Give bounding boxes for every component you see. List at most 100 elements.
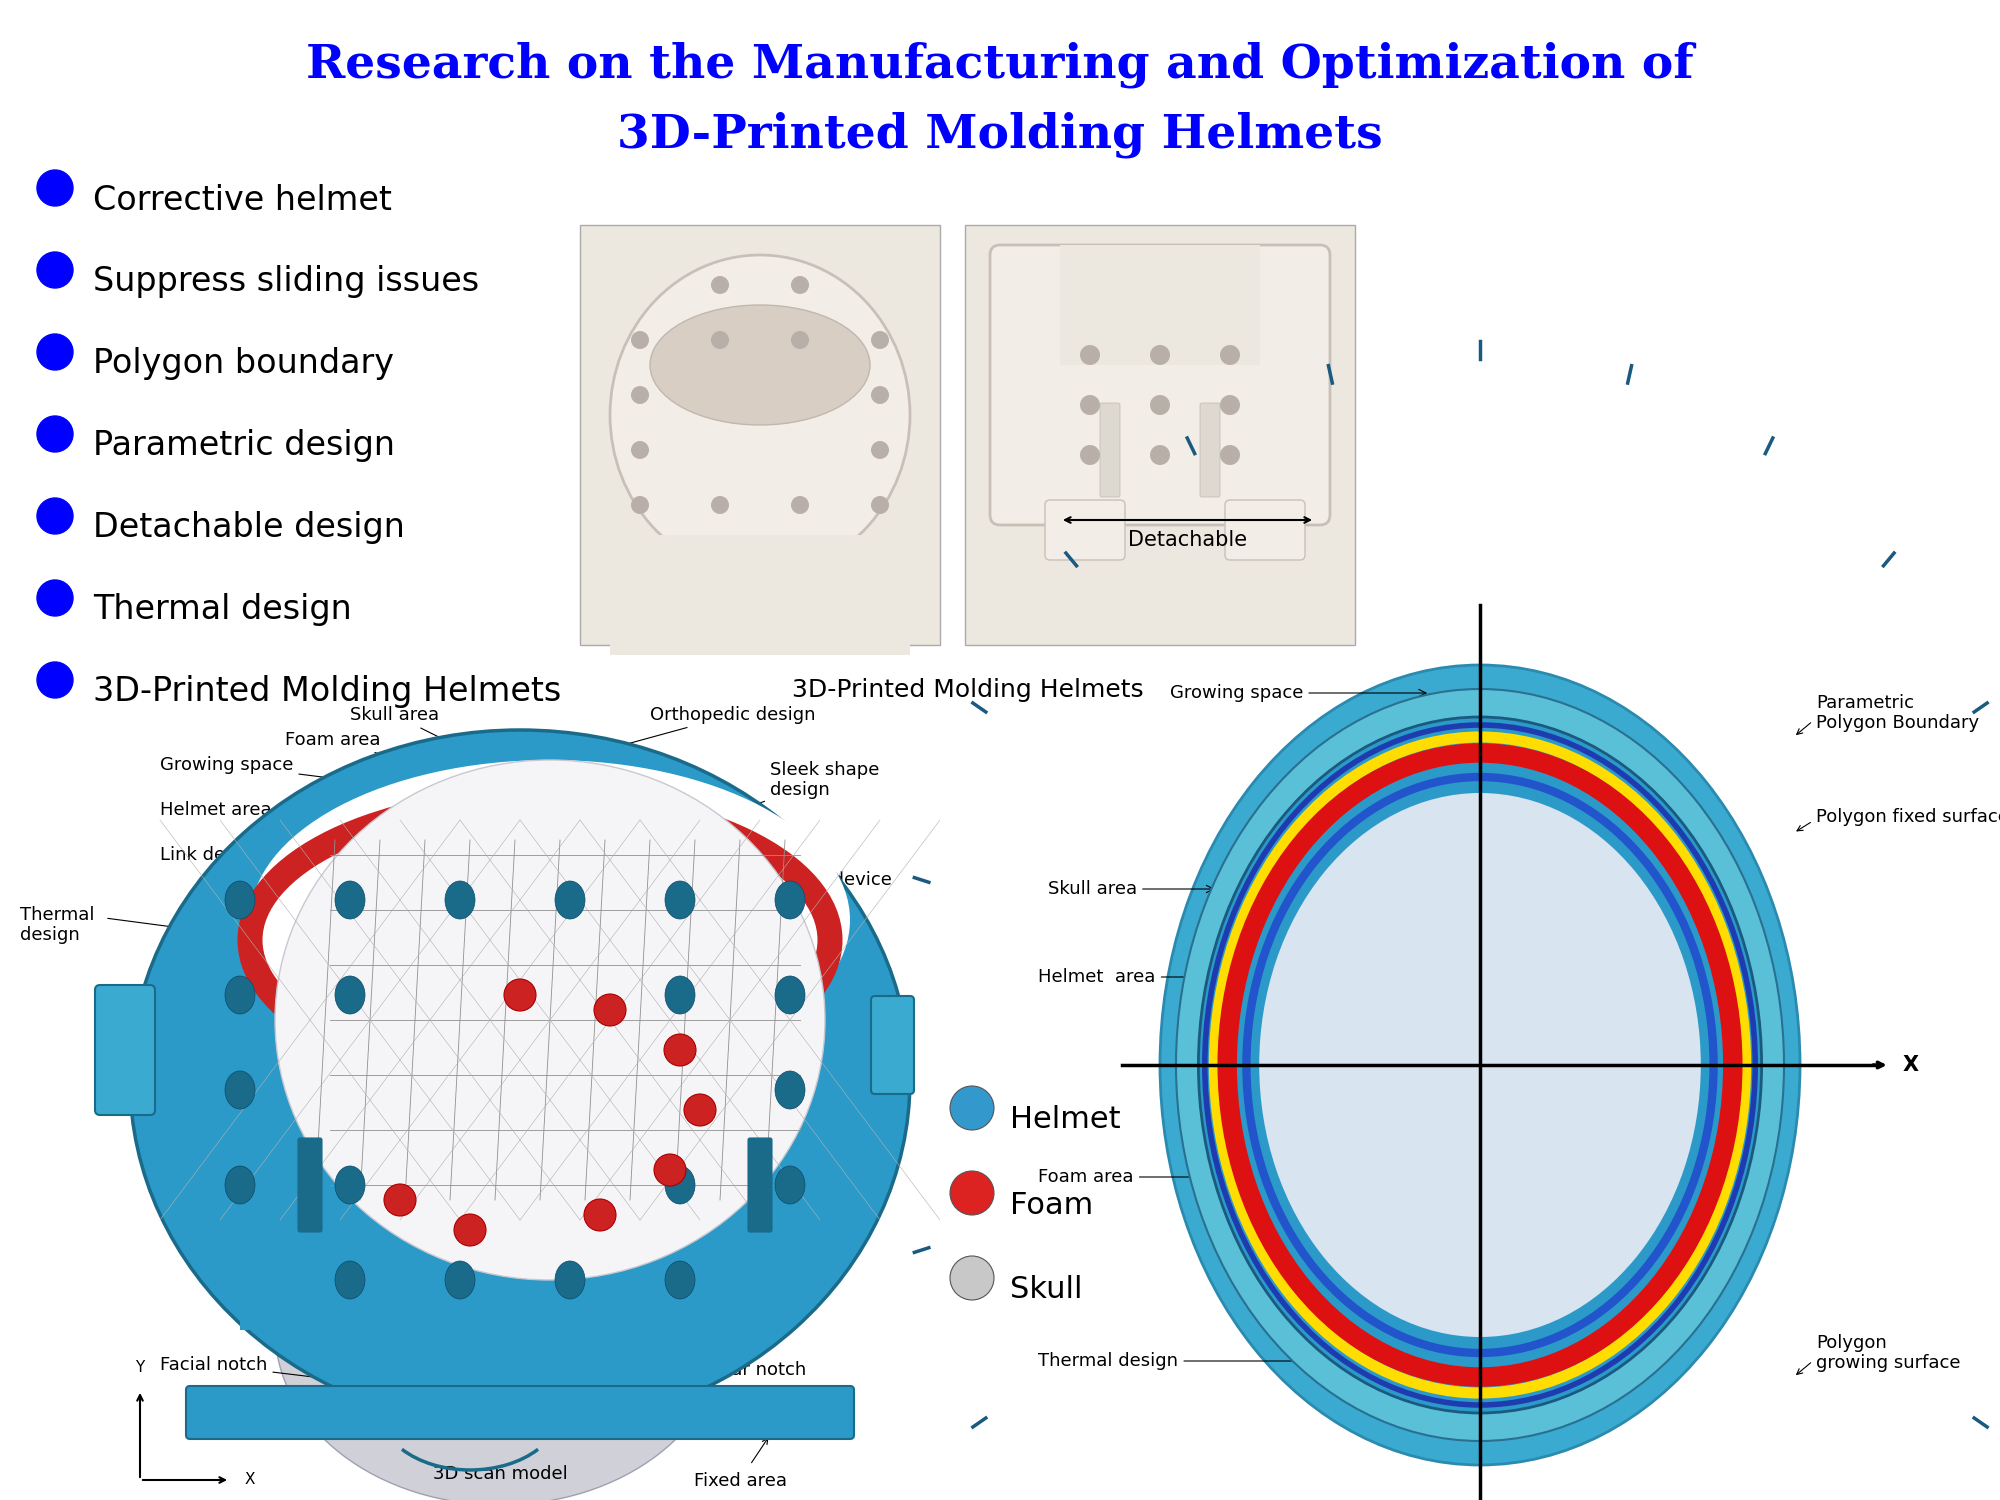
Text: Suppress sliding issues: Suppress sliding issues [92, 266, 480, 298]
FancyBboxPatch shape [1224, 500, 1304, 560]
Text: Polygon fixed surface: Polygon fixed surface [1816, 808, 2000, 826]
Ellipse shape [1260, 794, 1700, 1336]
Circle shape [38, 662, 72, 698]
Text: Polygon
growing surface: Polygon growing surface [1816, 1334, 1960, 1372]
Ellipse shape [226, 880, 256, 920]
Ellipse shape [336, 976, 366, 1014]
Circle shape [950, 1172, 994, 1215]
Circle shape [710, 496, 728, 514]
Circle shape [38, 580, 72, 616]
Circle shape [950, 1086, 994, 1130]
Ellipse shape [130, 730, 910, 1430]
Text: Parametric design: Parametric design [92, 429, 396, 462]
Circle shape [632, 441, 648, 459]
Text: X: X [246, 1473, 256, 1488]
Circle shape [872, 386, 890, 404]
Text: Detachable design: Detachable design [92, 512, 404, 544]
Text: Polygon boundary: Polygon boundary [92, 348, 394, 381]
FancyBboxPatch shape [96, 986, 154, 1114]
Text: Ear notch: Ear notch [694, 1360, 806, 1378]
Text: Foam: Foam [1010, 1191, 1094, 1219]
Text: Parametric
Polygon Boundary: Parametric Polygon Boundary [1816, 693, 1980, 732]
Circle shape [872, 441, 890, 459]
Ellipse shape [776, 1071, 804, 1108]
Ellipse shape [666, 1166, 696, 1204]
Ellipse shape [226, 1166, 256, 1204]
Ellipse shape [336, 1262, 366, 1299]
Text: Foam area: Foam area [286, 730, 446, 776]
FancyBboxPatch shape [964, 225, 1356, 645]
Text: Detachable: Detachable [1128, 530, 1248, 550]
Circle shape [632, 332, 648, 350]
Text: Helmet  area: Helmet area [1038, 968, 1200, 986]
FancyBboxPatch shape [748, 1138, 772, 1232]
Circle shape [384, 1184, 416, 1216]
Ellipse shape [1198, 717, 1762, 1413]
Text: Growing space: Growing space [1170, 684, 1426, 702]
Circle shape [1080, 394, 1100, 416]
FancyBboxPatch shape [1060, 244, 1260, 364]
Circle shape [38, 170, 72, 206]
Ellipse shape [776, 976, 804, 1014]
Circle shape [594, 994, 626, 1026]
Circle shape [950, 1256, 994, 1300]
Ellipse shape [776, 880, 804, 920]
FancyBboxPatch shape [186, 1386, 854, 1438]
Circle shape [454, 1214, 486, 1246]
Circle shape [632, 386, 648, 404]
Ellipse shape [1160, 664, 1800, 1466]
Text: Corrective helmet: Corrective helmet [92, 183, 392, 216]
Ellipse shape [556, 1262, 586, 1299]
Circle shape [684, 1094, 716, 1126]
Ellipse shape [446, 1262, 476, 1299]
Circle shape [38, 334, 72, 370]
Text: Helmet: Helmet [1152, 270, 1228, 290]
Circle shape [792, 332, 808, 350]
Circle shape [792, 496, 808, 514]
Text: Link device: Link device [790, 871, 892, 901]
Circle shape [1150, 394, 1170, 416]
Circle shape [1220, 446, 1240, 465]
Text: Link device: Link device [160, 846, 336, 867]
Circle shape [654, 1154, 686, 1186]
Text: 3D-Printed Molding Helmets: 3D-Printed Molding Helmets [92, 675, 562, 708]
Text: Thermal design: Thermal design [92, 594, 352, 627]
Text: X: X [1902, 1054, 1918, 1076]
Circle shape [872, 496, 890, 514]
Ellipse shape [250, 760, 850, 1080]
FancyBboxPatch shape [990, 244, 1330, 525]
FancyBboxPatch shape [580, 225, 940, 645]
Text: 3D-Printed Molding Helmets: 3D-Printed Molding Helmets [618, 112, 1382, 159]
Text: 3D scan model: 3D scan model [432, 1466, 568, 1484]
Text: Helmet area: Helmet area [160, 801, 376, 819]
Ellipse shape [1176, 688, 1784, 1442]
FancyBboxPatch shape [610, 536, 910, 656]
Circle shape [710, 332, 728, 350]
FancyBboxPatch shape [872, 996, 914, 1094]
Circle shape [664, 1034, 696, 1066]
FancyBboxPatch shape [240, 1080, 760, 1330]
FancyBboxPatch shape [1100, 404, 1120, 496]
FancyBboxPatch shape [1200, 404, 1220, 496]
Ellipse shape [276, 1155, 724, 1500]
Text: Facial notch: Facial notch [160, 1356, 376, 1388]
Ellipse shape [226, 976, 256, 1014]
FancyBboxPatch shape [1044, 500, 1124, 560]
Circle shape [1080, 345, 1100, 364]
Ellipse shape [300, 830, 780, 1050]
Circle shape [38, 416, 72, 452]
Text: Skull area: Skull area [1048, 880, 1214, 898]
Text: Skull area: Skull area [350, 706, 492, 764]
Ellipse shape [226, 1071, 256, 1108]
Ellipse shape [336, 880, 366, 920]
Ellipse shape [276, 760, 826, 1280]
Circle shape [710, 276, 728, 294]
Text: Helmet: Helmet [1010, 1106, 1120, 1134]
Circle shape [1150, 345, 1170, 364]
Text: Y: Y [136, 1360, 144, 1376]
Text: Fixed area: Fixed area [694, 1472, 786, 1490]
Circle shape [1220, 394, 1240, 416]
Circle shape [872, 332, 890, 350]
Circle shape [504, 980, 536, 1011]
Circle shape [1080, 446, 1100, 465]
